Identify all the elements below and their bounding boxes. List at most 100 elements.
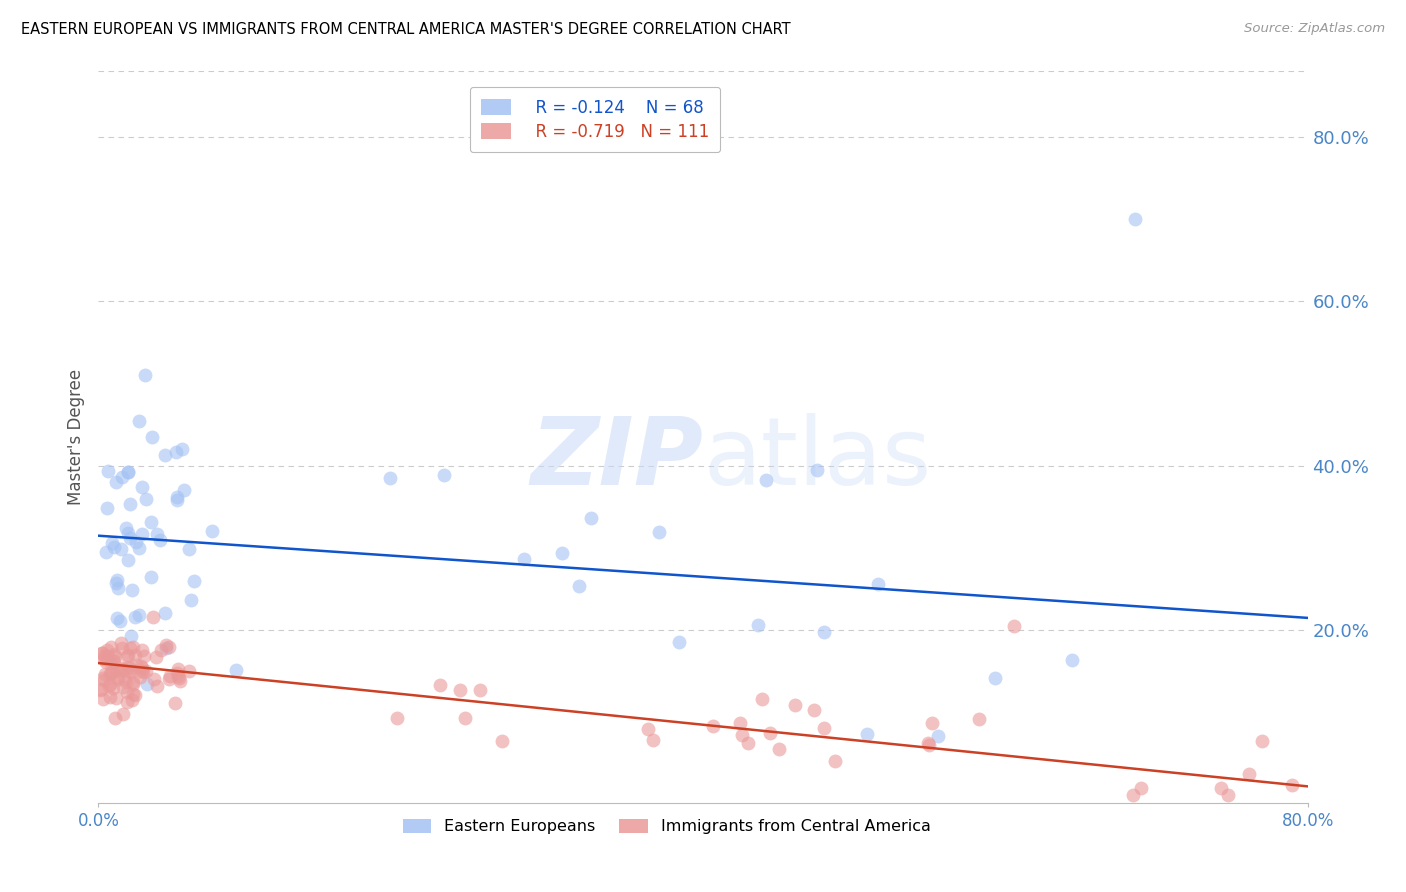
Point	[579, 511, 602, 525]
Point	[165, 696, 187, 710]
Point	[93, 651, 115, 665]
Point	[768, 742, 790, 756]
Point	[145, 679, 167, 693]
Point	[145, 649, 167, 664]
Point	[1122, 788, 1144, 802]
Text: EASTERN EUROPEAN VS IMMIGRANTS FROM CENTRAL AMERICA MASTER'S DEGREE CORRELATION : EASTERN EUROPEAN VS IMMIGRANTS FROM CENT…	[21, 22, 790, 37]
Point	[89, 683, 111, 698]
Point	[105, 576, 128, 591]
Point	[167, 662, 190, 676]
Point	[105, 611, 128, 625]
Point	[117, 526, 139, 541]
Point	[967, 712, 990, 726]
Point	[121, 693, 143, 707]
Point	[98, 690, 121, 704]
Point	[668, 635, 690, 649]
Point	[118, 641, 141, 656]
Text: Source: ZipAtlas.com: Source: ZipAtlas.com	[1244, 22, 1385, 36]
Point	[1237, 766, 1260, 780]
Point	[98, 676, 121, 690]
Point	[107, 573, 129, 587]
Point	[135, 664, 157, 678]
Point	[101, 536, 124, 550]
Point	[94, 655, 117, 669]
Point	[149, 533, 172, 547]
Point	[1211, 780, 1233, 795]
Point	[648, 525, 671, 540]
Point	[117, 659, 139, 673]
Text: atlas: atlas	[703, 413, 931, 505]
Point	[104, 475, 127, 490]
Point	[157, 672, 180, 686]
Point	[155, 448, 177, 462]
Text: ZIP: ZIP	[530, 413, 703, 505]
Point	[101, 681, 124, 696]
Point	[125, 534, 148, 549]
Point	[1130, 780, 1153, 795]
Point	[96, 642, 118, 657]
Point	[183, 574, 205, 588]
Point	[385, 711, 408, 725]
Point	[111, 706, 134, 721]
Point	[177, 541, 200, 556]
Point	[146, 526, 169, 541]
Point	[118, 532, 141, 546]
Point	[124, 648, 146, 663]
Point	[155, 638, 177, 652]
Point	[378, 471, 401, 485]
Point	[131, 527, 153, 541]
Point	[131, 664, 153, 678]
Point	[159, 669, 181, 683]
Point	[1002, 619, 1025, 633]
Point	[429, 678, 451, 692]
Point	[115, 648, 138, 663]
Point	[105, 663, 128, 677]
Point	[100, 640, 122, 654]
Point	[824, 755, 846, 769]
Point	[637, 722, 659, 736]
Point	[103, 654, 125, 668]
Point	[121, 687, 143, 701]
Point	[491, 733, 513, 747]
Point	[98, 667, 121, 681]
Point	[90, 647, 112, 661]
Point	[806, 463, 828, 477]
Point	[120, 665, 142, 679]
Point	[100, 656, 122, 670]
Point	[153, 607, 176, 621]
Point	[124, 610, 146, 624]
Point	[117, 648, 139, 663]
Point	[131, 661, 153, 675]
Point	[128, 541, 150, 555]
Point	[117, 465, 139, 479]
Point	[121, 583, 143, 598]
Point	[201, 524, 224, 538]
Point	[131, 642, 153, 657]
Point	[166, 490, 188, 504]
Point	[921, 715, 943, 730]
Point	[101, 654, 124, 668]
Point	[93, 673, 115, 687]
Point	[91, 646, 114, 660]
Point	[112, 662, 135, 676]
Point	[754, 473, 776, 487]
Point	[122, 640, 145, 655]
Point	[747, 618, 769, 632]
Point	[173, 483, 195, 498]
Point	[143, 673, 166, 687]
Point	[91, 692, 114, 706]
Point	[468, 682, 491, 697]
Point	[918, 738, 941, 752]
Point	[120, 661, 142, 675]
Point	[112, 672, 135, 686]
Point	[110, 614, 132, 628]
Point	[155, 640, 177, 655]
Point	[122, 674, 145, 689]
Legend: Eastern Europeans, Immigrants from Central America: Eastern Europeans, Immigrants from Centr…	[395, 811, 939, 842]
Point	[97, 465, 120, 479]
Point	[1216, 788, 1239, 802]
Point	[134, 368, 156, 383]
Point	[100, 665, 122, 679]
Point	[813, 624, 835, 639]
Point	[179, 593, 201, 607]
